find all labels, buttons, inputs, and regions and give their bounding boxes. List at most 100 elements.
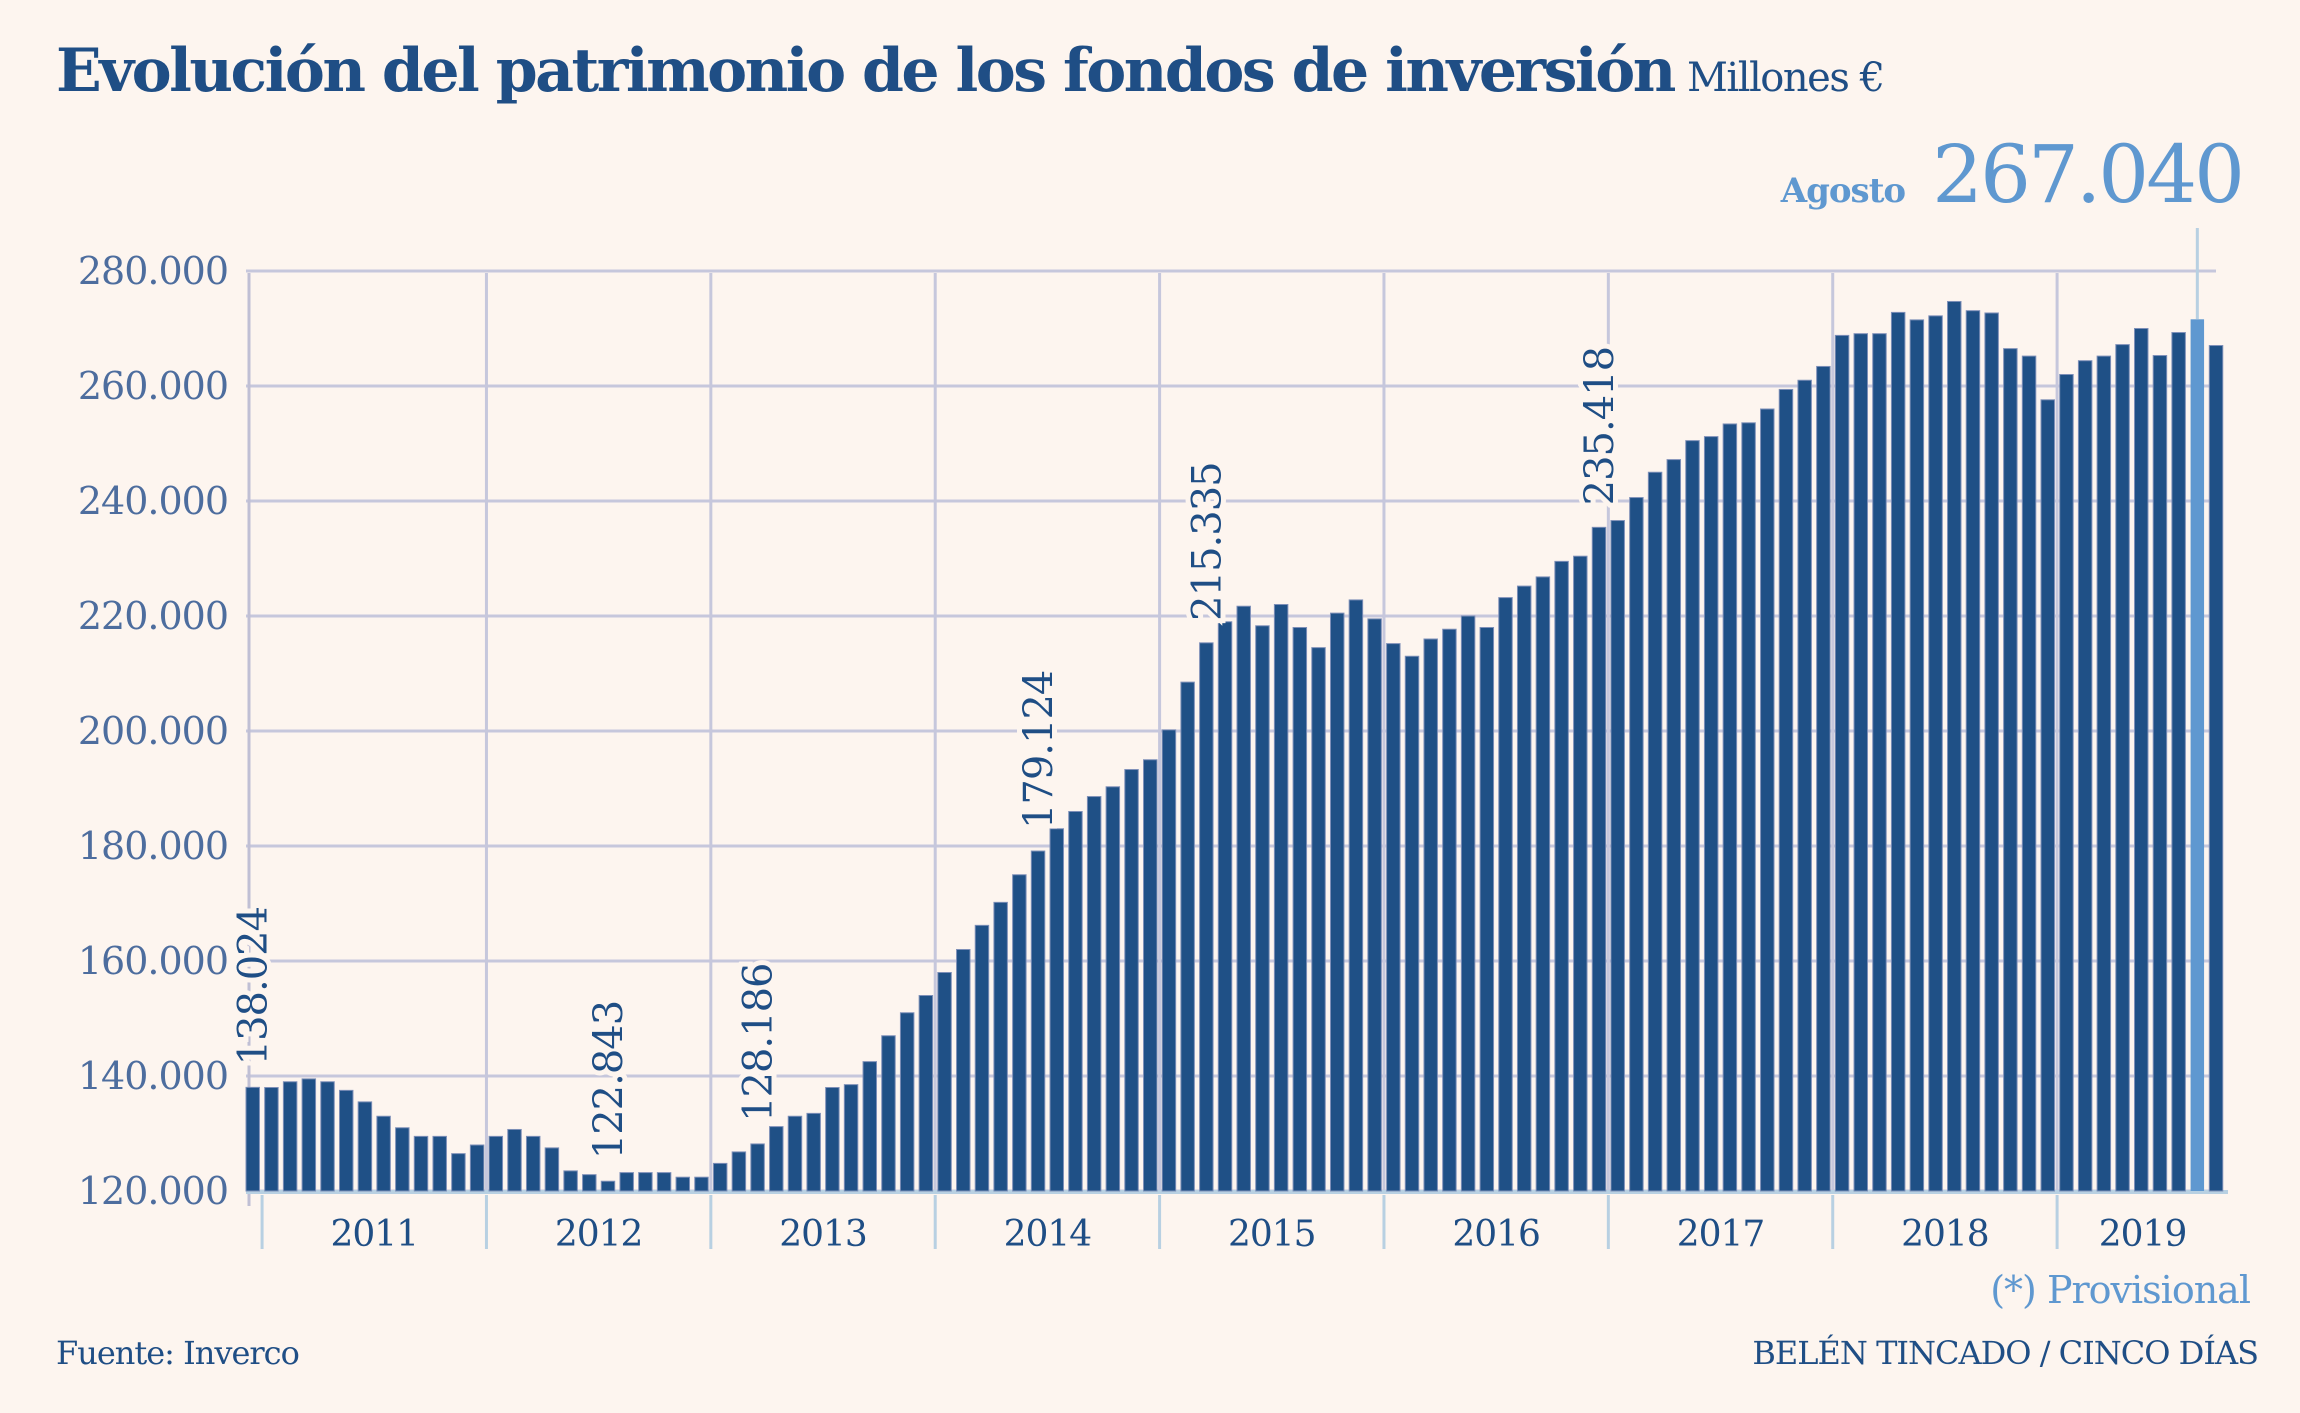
bar <box>1816 365 1831 1192</box>
bar <box>1030 850 1046 1192</box>
y-tick-label: 160.000 <box>78 939 228 983</box>
bar <box>899 1012 915 1192</box>
bar <box>1292 627 1308 1192</box>
bar <box>694 1176 709 1192</box>
bar <box>1236 605 1251 1192</box>
bar <box>1479 627 1495 1192</box>
bar <box>2171 332 2186 1192</box>
year-label: 2015 <box>1228 1214 1316 1255</box>
bar <box>1965 310 1981 1192</box>
bar <box>544 1147 560 1192</box>
bar <box>1685 440 1700 1192</box>
bar <box>993 901 1008 1192</box>
bar <box>1778 388 1794 1192</box>
y-tick-label: 260.000 <box>78 364 228 408</box>
unit-label: Millones € <box>1686 55 1885 101</box>
chart-header: Evolución del patrimonio de los fondos d… <box>56 36 1885 106</box>
bar <box>1853 333 1869 1192</box>
bar <box>1535 576 1551 1192</box>
value-annotations: 138.024 122.843 128.186 179.124 215.335 235.4… <box>226 228 2199 1164</box>
bar <box>1591 526 1607 1192</box>
bar <box>1797 379 1812 1192</box>
bar <box>1199 642 1214 1192</box>
bar <box>1068 811 1083 1192</box>
bar <box>507 1128 522 1192</box>
bar <box>1442 628 1457 1192</box>
latest-value: 267.040 <box>1932 128 2245 221</box>
bar <box>1984 312 1999 1192</box>
bar <box>918 995 934 1192</box>
bar <box>2003 348 2018 1192</box>
bar <box>245 1086 260 1192</box>
bar <box>825 1087 840 1192</box>
bar <box>1516 585 1532 1192</box>
bar <box>2077 360 2093 1192</box>
bar <box>376 1115 391 1192</box>
bar <box>2021 355 2037 1192</box>
bar <box>937 972 952 1192</box>
bar <box>282 1081 298 1192</box>
bar <box>712 1162 728 1192</box>
bar <box>264 1087 279 1192</box>
bar <box>582 1174 597 1192</box>
value-label: 128.186 <box>736 964 782 1122</box>
bar <box>1329 612 1345 1192</box>
bar <box>357 1101 373 1192</box>
bar <box>395 1127 410 1192</box>
bar <box>2040 399 2055 1192</box>
latest-month-label: Agosto <box>1780 171 1906 211</box>
bar <box>750 1143 765 1192</box>
bar <box>1404 655 1420 1192</box>
bar <box>1872 333 1887 1192</box>
bar <box>1367 618 1382 1192</box>
bar <box>731 1151 747 1192</box>
bar <box>525 1135 541 1192</box>
bar <box>1386 643 1401 1192</box>
bar <box>338 1089 354 1192</box>
bar <box>1273 604 1289 1192</box>
bar <box>769 1126 784 1192</box>
bar <box>1890 311 1906 1192</box>
bar <box>1666 459 1682 1192</box>
bar <box>1423 638 1438 1192</box>
latest-value-callout: Agosto 267.040 <box>1780 128 2245 221</box>
bar <box>1909 319 1925 1192</box>
bar <box>638 1172 653 1192</box>
bar <box>1834 334 1850 1192</box>
bar <box>1086 796 1102 1192</box>
bar <box>1760 408 1775 1192</box>
bar <box>413 1135 429 1192</box>
bar <box>956 949 971 1192</box>
bar <box>301 1078 317 1192</box>
y-tick-label: 200.000 <box>78 709 228 753</box>
source-label: Fuente: Inverco <box>56 1334 300 1372</box>
chart-title: Evolución del patrimonio de los fondos d… <box>56 36 1676 106</box>
bar <box>432 1135 447 1192</box>
bar <box>1143 759 1158 1192</box>
bar <box>1180 681 1195 1192</box>
bar <box>2115 344 2130 1192</box>
bar <box>1311 647 1326 1192</box>
year-label: 2019 <box>2099 1214 2187 1255</box>
bar <box>1629 497 1644 1192</box>
bar <box>2096 355 2112 1192</box>
bar <box>1460 615 1476 1192</box>
bar <box>1722 423 1738 1192</box>
bar <box>451 1153 466 1192</box>
bar <box>675 1176 691 1192</box>
bar <box>1161 729 1177 1192</box>
bar <box>787 1115 803 1192</box>
bar-provisional <box>2190 319 2205 1191</box>
bar <box>488 1135 504 1192</box>
x-axis-labels: 2011 2012 2013 2014 2015 2016 2017 2018 2019 <box>260 1195 2187 1255</box>
bar <box>619 1172 634 1192</box>
bar <box>656 1172 672 1192</box>
value-label: 122.843 <box>586 1001 632 1159</box>
bar <box>881 1035 896 1192</box>
bar <box>1348 599 1364 1192</box>
value-label: 179.124 <box>1016 671 1062 829</box>
y-tick-label: 280.000 <box>78 249 228 293</box>
bar <box>1554 560 1569 1192</box>
bars <box>245 300 2224 1192</box>
y-tick-label: 140.000 <box>78 1054 228 1098</box>
